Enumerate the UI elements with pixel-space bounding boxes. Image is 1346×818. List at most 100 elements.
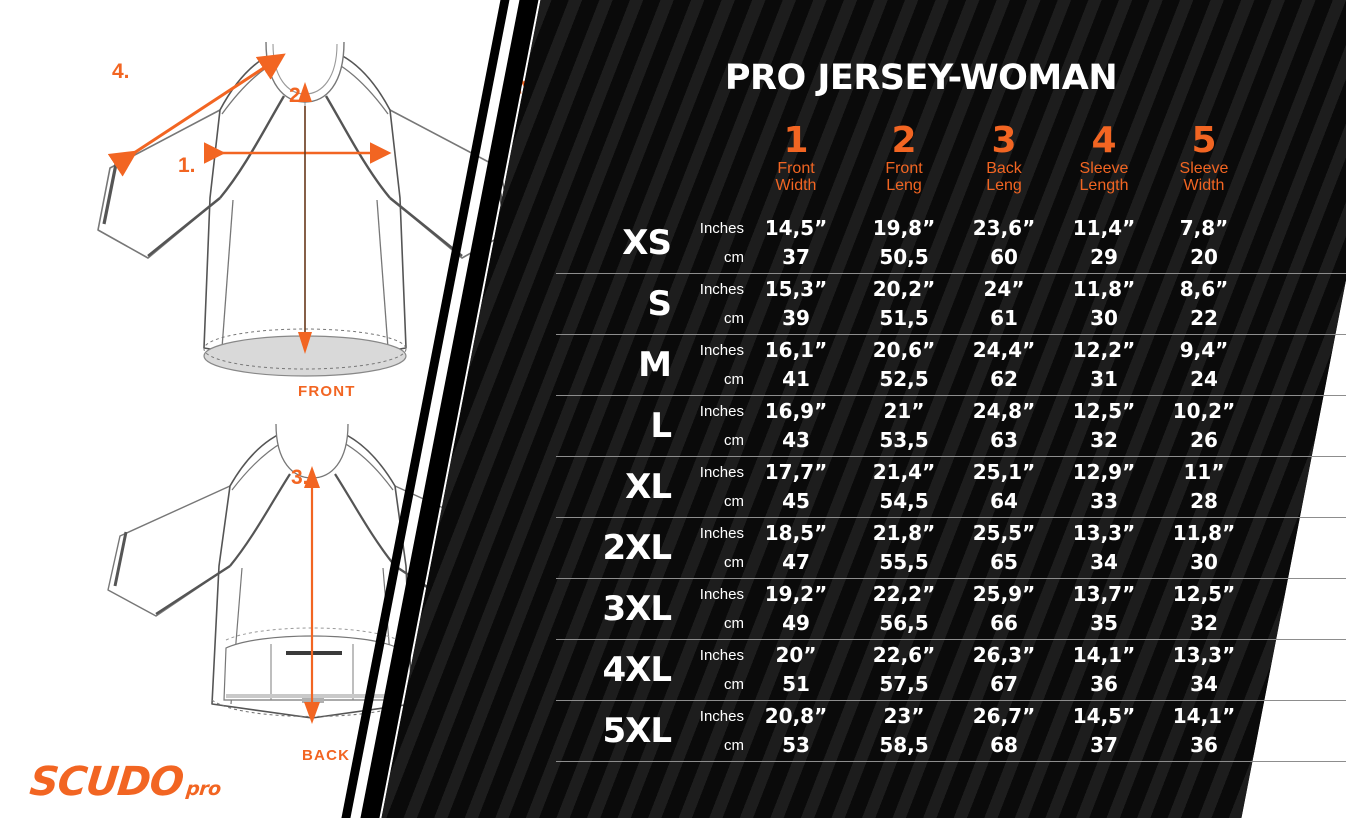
value-inches: 8,6”	[1179, 277, 1229, 301]
value-cm: 51,5	[879, 306, 929, 330]
measurement-cell: 22,2” 56,5	[856, 580, 952, 638]
measurement-cell: 12,2” 31	[1056, 336, 1152, 394]
measurement-cell: 14,5” 37	[1056, 702, 1152, 760]
value-cm: 34	[1090, 550, 1118, 574]
value-cm: 51	[782, 672, 810, 696]
value-inches: 21”	[883, 399, 925, 423]
table-row: S Inches cm 15,3” 39 20,2” 51,5 24” 61 11,8” 30 8,6…	[556, 274, 1346, 335]
size-label: 5XL	[602, 711, 672, 751]
callout-2: 2.	[289, 84, 307, 107]
value-inches: 14,1”	[1172, 704, 1236, 728]
measurement-cell: 11,8” 30	[1056, 275, 1152, 333]
size-label: 4XL	[602, 650, 672, 690]
value-inches: 23,6”	[972, 216, 1036, 240]
table-row: L Inches cm 16,9” 43 21” 53,5 24,8” 63 12,5” 32 10,…	[556, 396, 1346, 457]
measurement-cell: 21,4” 54,5	[856, 458, 952, 516]
value-cm: 24	[1190, 367, 1218, 391]
unit-cm: cm	[724, 737, 744, 754]
table-row: 4XL Inches cm 20” 51 22,6” 57,5 26,3” 67 14,1” 36 1…	[556, 640, 1346, 701]
value-inches: 24,8”	[972, 399, 1036, 423]
value-cm: 36	[1090, 672, 1118, 696]
value-inches: 12,9”	[1072, 460, 1136, 484]
size-label: M	[638, 345, 672, 385]
size-label: 2XL	[602, 528, 672, 568]
logo-pro-suffix: pro	[184, 778, 222, 800]
column-name-line1: Sleeve	[1179, 160, 1229, 177]
value-cm: 52,5	[879, 367, 929, 391]
value-cm: 39	[782, 306, 810, 330]
value-inches: 12,5”	[1172, 582, 1236, 606]
value-cm: 68	[990, 733, 1018, 757]
value-cm: 63	[990, 428, 1018, 452]
value-cm: 30	[1090, 306, 1118, 330]
value-cm: 29	[1090, 245, 1118, 269]
value-inches: 25,1”	[972, 460, 1036, 484]
unit-cm: cm	[724, 249, 744, 266]
value-inches: 10,2”	[1172, 399, 1236, 423]
measurement-cell: 13,7” 35	[1056, 580, 1152, 638]
value-inches: 20,2”	[872, 277, 936, 301]
value-cm: 53,5	[879, 428, 929, 452]
measurement-cell: 20,2” 51,5	[856, 275, 952, 333]
measurement-cell: 18,5” 47	[748, 519, 844, 577]
measurement-cell: 25,9” 66	[956, 580, 1052, 638]
value-inches: 11”	[1183, 460, 1225, 484]
front-view-label: FRONT	[298, 383, 356, 400]
value-inches: 13,3”	[1072, 521, 1136, 545]
value-cm: 56,5	[879, 611, 929, 635]
unit-labels: Inches cm	[656, 275, 744, 333]
column-header-1: 1 Front Width	[748, 122, 844, 195]
column-name-line2: Leng	[986, 177, 1022, 194]
value-cm: 35	[1090, 611, 1118, 635]
column-number: 4	[1091, 120, 1117, 161]
column-name-line2: Length	[1079, 177, 1129, 194]
measurement-cell: 16,9” 43	[748, 397, 844, 455]
column-name-line1: Back	[986, 160, 1022, 177]
measurement-cell: 26,7” 68	[956, 702, 1052, 760]
value-cm: 37	[782, 245, 810, 269]
measurement-cell: 11,4” 29	[1056, 214, 1152, 272]
value-inches: 19,2”	[764, 582, 828, 606]
value-inches: 25,5”	[972, 521, 1036, 545]
unit-labels: Inches cm	[656, 397, 744, 455]
unit-cm: cm	[724, 310, 744, 327]
column-header-2: 2 Front Leng	[856, 122, 952, 195]
table-row: M Inches cm 16,1” 41 20,6” 52,5 24,4” 62 12,2” 31 9…	[556, 335, 1346, 396]
table-row: XL Inches cm 17,7” 45 21,4” 54,5 25,1” 64 12,9” 33…	[556, 457, 1346, 518]
callout-1: 1.	[178, 154, 196, 177]
value-cm: 34	[1190, 672, 1218, 696]
column-number: 3	[991, 120, 1017, 161]
value-inches: 14,5”	[764, 216, 828, 240]
callout-3: 3.	[291, 466, 309, 489]
unit-labels: Inches cm	[656, 336, 744, 394]
measurement-cell: 25,1” 64	[956, 458, 1052, 516]
table-row: 2XL Inches cm 18,5” 47 21,8” 55,5 25,5” 65 13,3” 3…	[556, 518, 1346, 579]
value-inches: 11,4”	[1072, 216, 1136, 240]
measurement-cell: 24,4” 62	[956, 336, 1052, 394]
value-inches: 20,8”	[764, 704, 828, 728]
unit-cm: cm	[724, 432, 744, 449]
measurement-cell: 10,2” 26	[1156, 397, 1252, 455]
measurement-cell: 25,5” 65	[956, 519, 1052, 577]
value-inches: 15,3”	[764, 277, 828, 301]
column-number: 5	[1191, 120, 1217, 161]
measurement-cell: 9,4” 24	[1156, 336, 1252, 394]
unit-cm: cm	[724, 554, 744, 571]
value-inches: 14,5”	[1072, 704, 1136, 728]
measurement-cell: 23” 58,5	[856, 702, 952, 760]
column-name-line1: Sleeve	[1079, 160, 1129, 177]
value-cm: 66	[990, 611, 1018, 635]
unit-labels: Inches cm	[656, 702, 744, 760]
unit-inches: Inches	[699, 708, 744, 725]
measurement-cell: 11,8” 30	[1156, 519, 1252, 577]
unit-inches: Inches	[699, 464, 744, 481]
value-inches: 26,3”	[972, 643, 1036, 667]
measurement-cell: 15,3” 39	[748, 275, 844, 333]
value-cm: 41	[782, 367, 810, 391]
value-cm: 20	[1190, 245, 1218, 269]
unit-labels: Inches cm	[656, 214, 744, 272]
logo-wordmark: SCUDO	[27, 759, 186, 805]
unit-inches: Inches	[699, 403, 744, 420]
value-cm: 32	[1090, 428, 1118, 452]
